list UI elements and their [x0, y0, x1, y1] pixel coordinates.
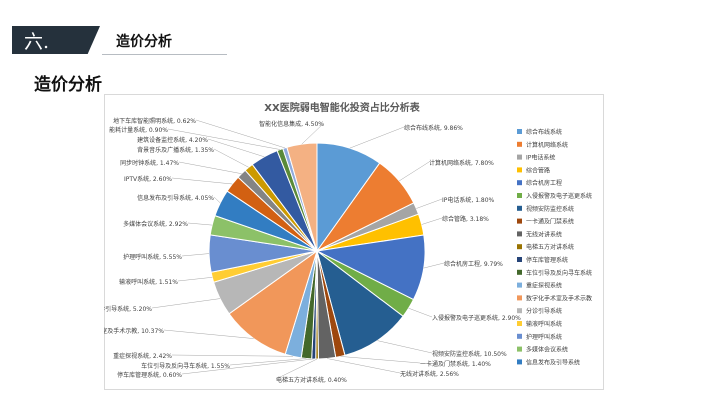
leader-line [181, 358, 314, 375]
leader-line [171, 354, 294, 357]
data-label: 分诊引导系统, 5.20% [104, 305, 152, 313]
data-label: IPTV系统, 2.60% [124, 175, 172, 183]
data-label: 输液呼叫系统, 1.51% [119, 278, 178, 286]
legend-swatch [517, 193, 522, 198]
data-label: 一卡通及门禁系统, 1.40% [420, 360, 491, 368]
data-label: 地下车库智能照明系统, 0.62% [113, 117, 196, 125]
legend-swatch [517, 154, 522, 160]
legend-swatch [517, 282, 522, 288]
legend-swatch [517, 359, 522, 365]
legend-label: 信息发布及引导系统 [526, 358, 580, 366]
leader-line [171, 177, 233, 185]
legend-swatch [517, 346, 522, 352]
leader-line [327, 358, 401, 374]
leader-line [423, 262, 445, 269]
leader-line [340, 356, 421, 364]
data-label: 重症探视系统, 2.42% [113, 352, 172, 360]
data-label: 综合机房工程, 9.79% [444, 260, 503, 268]
legend-swatch [517, 269, 522, 275]
leader-line [408, 307, 433, 318]
legend-swatch [517, 257, 522, 262]
leader-line [207, 138, 265, 158]
data-label: 同步时钟系统, 1.47% [120, 159, 179, 167]
page-title: 造价分析 [34, 75, 102, 95]
leader-line [187, 222, 213, 226]
leader-line [163, 329, 254, 339]
data-label: 停车库管理系统, 0.60% [117, 371, 182, 379]
data-label: 综合管路, 3.18% [442, 215, 489, 223]
legend-swatch [517, 141, 522, 147]
data-label: 能耗计量系统, 0.90% [109, 126, 168, 134]
legend-label: 车位引导及反向寻车系统 [526, 269, 592, 277]
leader-line [229, 358, 307, 366]
legend-swatch [517, 308, 522, 314]
leader-line [301, 122, 325, 145]
legend-label: 综合管路 [526, 166, 550, 174]
section-number: 六. [24, 31, 50, 53]
chart-title: XX医院弱电智能化投资占比分析表 [264, 101, 420, 114]
legend-swatch [517, 205, 522, 211]
leader-line [275, 358, 318, 380]
data-label: 数字化手术室及手术示教, 10.37% [104, 327, 164, 335]
data-label: 计算机网络系统, 7.80% [429, 159, 494, 167]
section-number-badge: 六. [12, 26, 100, 54]
data-label: 智能化信息集成, 4.50% [259, 120, 324, 128]
legend-label: 视频安防监控系统 [526, 205, 574, 213]
leader-line [213, 148, 249, 168]
legend-label: 分诊引导系统 [526, 307, 562, 315]
leader-line [213, 196, 221, 204]
legend-label: 多媒体会议系统 [526, 346, 568, 354]
leader-line [178, 161, 242, 174]
legend-swatch [517, 333, 522, 339]
leader-line [151, 298, 221, 309]
leader-line [167, 128, 281, 150]
pie-slice [316, 249, 404, 356]
legend-swatch [517, 295, 522, 301]
leader-line [349, 126, 405, 149]
legend-swatch [517, 167, 522, 173]
data-label: 入侵报警及电子巡更系统, 2.90% [432, 314, 521, 322]
legend-swatch [517, 231, 522, 237]
leader-line [421, 217, 443, 225]
leader-line [416, 198, 443, 209]
legend-label: 一卡通及门禁系统 [526, 218, 574, 226]
legend-label: 数字化手术室及手术示教 [526, 294, 592, 302]
legend-label: 综合机房工程 [526, 179, 562, 187]
legend-label: IP电话系统 [526, 154, 555, 162]
pie-slice [228, 249, 318, 355]
data-label: 多媒体会议系统, 2.92% [123, 220, 188, 228]
section-title: 造价分析 [116, 34, 172, 50]
data-label: 电梯五方对讲系统, 0.40% [276, 376, 347, 384]
leader-line [195, 119, 285, 149]
leader-line [377, 340, 433, 354]
legend-swatch [517, 180, 522, 186]
legend-label: 无线对讲系统 [526, 230, 562, 238]
legend-label: 停车库管理系统 [526, 256, 568, 264]
legend-label: 输液呼叫系统 [526, 320, 562, 328]
legend-swatch [517, 129, 522, 134]
legend-label: 电梯五方对讲系统 [526, 243, 574, 251]
section-header: 造价分析 [102, 26, 227, 55]
data-label: 车位引导及反向寻车系统, 1.55% [141, 362, 230, 370]
legend-label: 重症探视系统 [526, 282, 562, 290]
data-label: 视频安防监控系统, 10.50% [432, 350, 507, 358]
legend-label: 计算机网络系统 [526, 141, 568, 149]
pie-chart: XX医院弱电智能化投资占比分析表 综合布线系统, 9.86% 计算机网络系统, 7… [104, 94, 604, 390]
data-label: 无线对讲系统, 2.56% [400, 370, 459, 378]
legend-swatch [517, 218, 522, 224]
leader-line [181, 253, 210, 257]
data-label: 护理呼叫系统, 5.55% [123, 253, 182, 261]
data-label: 建筑设备监控系统, 4.20% [137, 136, 208, 144]
data-label: 综合布线系统, 9.86% [404, 124, 463, 132]
legend-label: 护理呼叫系统 [526, 333, 562, 341]
legend-label: 综合布线系统 [526, 128, 562, 136]
legend-label: 入侵报警及电子巡更系统 [526, 192, 592, 200]
data-label: IP电话系统, 1.80% [442, 196, 495, 204]
leader-line [177, 277, 213, 282]
leader-line [399, 161, 430, 182]
data-label: 背景音乐及广播系统, 1.35% [137, 146, 214, 154]
legend-swatch [517, 244, 522, 250]
data-label: 信息发布及引导系统, 4.05% [137, 194, 214, 202]
legend-swatch [517, 321, 522, 326]
